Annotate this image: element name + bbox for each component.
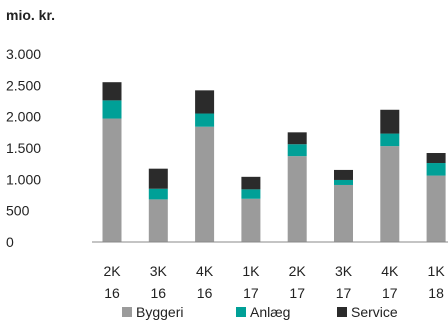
bar-segment-service (426, 153, 446, 164)
bar-segment-service (241, 176, 261, 190)
x-tick-label: 17 (336, 285, 352, 301)
bar-segment-byggeri (426, 175, 446, 242)
legend-swatch (337, 307, 347, 317)
bar-segment-anl-g (426, 163, 446, 176)
legend-label: Byggeri (136, 304, 183, 320)
x-tick-label: 18 (428, 285, 444, 301)
bar-segment-byggeri (380, 146, 400, 242)
legend: Byggeri Anlæg Service (122, 304, 398, 320)
bar-segment-anl-g (241, 189, 261, 199)
x-tick-label: 17 (382, 285, 398, 301)
x-tick-label: 3K (150, 263, 168, 279)
y-tick-label: 500 (6, 203, 30, 219)
bar-segment-service (334, 169, 353, 180)
x-tick-label: 17 (289, 285, 305, 301)
y-tick-label: 3.000 (6, 46, 41, 62)
bar-segment-anl-g (287, 144, 307, 157)
x-tick-label: 1K (428, 263, 446, 279)
bar-segment-byggeri (334, 184, 353, 242)
y-tick-label: 1.000 (6, 171, 41, 187)
x-tick-label: 16 (197, 285, 213, 301)
bar-segment-service (195, 90, 215, 114)
legend-label: Anlæg (250, 304, 290, 320)
bar-segment-service (148, 168, 168, 189)
y-tick-label: 1.500 (6, 140, 41, 156)
y-axis: 0 500 1.000 1.500 2.000 2.500 3.000 (6, 46, 41, 250)
bar-segment-anl-g (334, 179, 353, 185)
bar-segment-byggeri (195, 126, 215, 242)
x-tick-label: 2K (103, 263, 121, 279)
y-tick-label: 0 (6, 234, 14, 250)
legend-swatch (122, 307, 132, 317)
bar-segment-service (102, 82, 122, 101)
bar-segment-anl-g (102, 100, 122, 119)
bar-segment-anl-g (380, 133, 400, 147)
bar-segment-byggeri (241, 198, 261, 242)
unit-label: mio. kr. (6, 7, 55, 23)
legend-label: Service (351, 304, 398, 320)
bar-segment-byggeri (287, 156, 307, 242)
x-tick-label: 16 (104, 285, 120, 301)
bar-segment-service (287, 132, 307, 145)
bar-segment-anl-g (148, 188, 168, 200)
bar-segment-byggeri (102, 118, 122, 242)
y-tick-label: 2.500 (6, 77, 41, 93)
bar-segment-byggeri (148, 199, 168, 242)
bars (102, 82, 446, 242)
x-tick-label: 16 (151, 285, 167, 301)
legend-swatch (236, 307, 246, 317)
x-tick-label: 3K (335, 263, 353, 279)
x-tick-label: 1K (242, 263, 260, 279)
x-axis: 2K 16 3K 16 4K 16 1K 17 2K 17 3K 17 4K 17 1K 18 (103, 263, 445, 301)
x-tick-label: 17 (243, 285, 259, 301)
x-tick-label: 2K (289, 263, 307, 279)
x-tick-label: 4K (381, 263, 399, 279)
x-tick-label: 4K (196, 263, 214, 279)
bar-segment-service (380, 109, 400, 134)
y-tick-label: 2.000 (6, 109, 41, 125)
bar-segment-anl-g (195, 113, 215, 127)
